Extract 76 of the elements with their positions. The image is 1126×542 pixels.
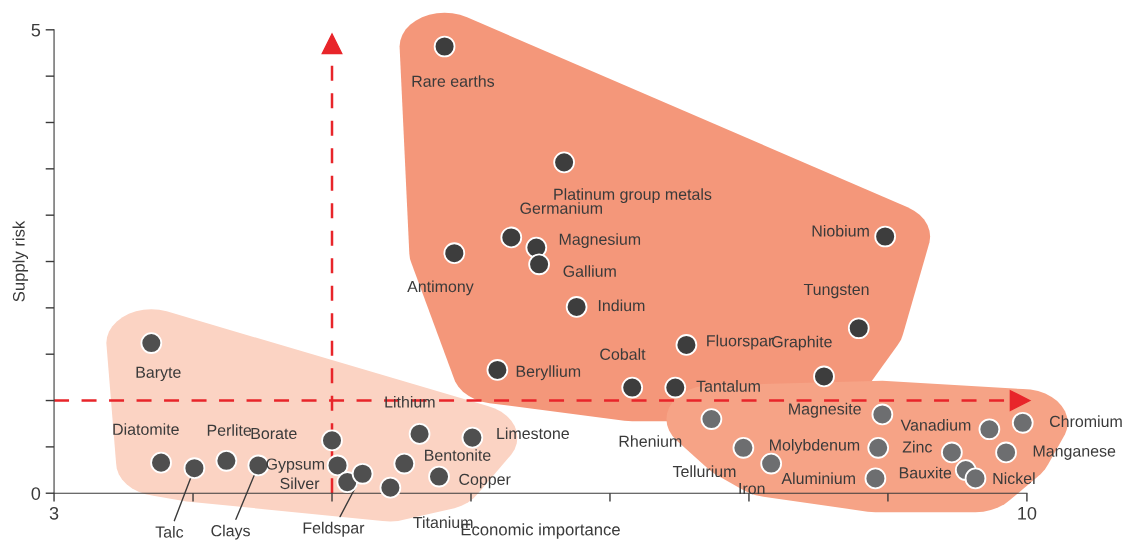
point — [379, 476, 402, 499]
annotation: Bentonite — [425, 449, 491, 461]
annotation: Vanadium — [900, 419, 971, 431]
point — [336, 471, 359, 493]
annotation: Tungsten — [803, 283, 869, 299]
point — [183, 457, 206, 480]
point — [864, 467, 887, 490]
point — [461, 426, 484, 449]
annotation: Graphite — [772, 335, 832, 351]
x-tick-label: 3 — [49, 506, 59, 520]
annotation: Bauxite — [899, 466, 952, 479]
annotation: Gallium — [563, 265, 616, 277]
point — [1011, 411, 1034, 434]
annotation: Silver — [280, 477, 320, 490]
point — [847, 317, 870, 340]
point — [140, 332, 163, 354]
annotation: Rhenium — [619, 435, 682, 447]
annotation: Lithium — [385, 395, 435, 408]
annotation: Niobium — [812, 224, 869, 237]
point — [964, 467, 987, 490]
annotation: Borate — [251, 427, 297, 440]
annotation: Clays — [211, 524, 250, 540]
point — [664, 376, 687, 399]
y-tick-label: 5 — [31, 23, 41, 37]
annotation: Cobalt — [600, 348, 646, 360]
annotation: Molybdenum — [770, 438, 860, 454]
point — [500, 226, 523, 249]
annotation: Feldspar — [303, 521, 365, 537]
annotation: Copper — [459, 473, 511, 489]
point — [326, 454, 349, 477]
point — [813, 365, 835, 388]
y-tick-label: 0 — [31, 487, 41, 500]
point — [867, 436, 890, 459]
annotation: Talc — [155, 526, 184, 538]
annotation: Beryllium — [516, 365, 581, 381]
point — [321, 429, 343, 452]
annotation: Zinc — [902, 440, 932, 453]
point — [565, 296, 588, 318]
point — [700, 408, 723, 430]
point — [553, 151, 575, 174]
point — [393, 452, 416, 475]
point — [433, 35, 456, 58]
annotation: Diatomite — [113, 423, 179, 435]
point — [874, 225, 896, 248]
annotation: Indium — [598, 299, 645, 312]
annotation: Limestone — [497, 427, 569, 440]
annotation: Germanium — [520, 202, 602, 214]
annotation: Gypsum — [266, 458, 325, 473]
point — [428, 465, 450, 488]
point — [528, 253, 550, 276]
point — [150, 451, 172, 474]
point — [408, 423, 431, 445]
point — [760, 452, 783, 475]
annotation: Magnesite — [789, 402, 861, 418]
point — [941, 441, 963, 464]
point — [486, 359, 509, 381]
annotation: Nickel — [993, 472, 1035, 485]
point — [443, 242, 466, 265]
point — [621, 376, 644, 399]
annotation: Fluorspar — [707, 334, 774, 350]
point — [871, 403, 894, 426]
y-axis-title: Supply risk — [12, 220, 29, 302]
annotation: Tantalum — [696, 380, 760, 392]
annotation: Rare earths — [412, 75, 495, 87]
annotation: Aluminium — [781, 472, 855, 485]
x-tick-label: 10 — [1018, 506, 1037, 520]
annotation: Iron — [739, 483, 765, 495]
point — [995, 441, 1017, 464]
point — [351, 462, 374, 485]
annotation: Perlite — [207, 424, 252, 436]
point — [978, 418, 1001, 441]
point — [215, 449, 238, 472]
point — [675, 334, 698, 356]
annotation: Magnesium — [559, 233, 641, 249]
annotation: Baryte — [136, 366, 181, 382]
point — [732, 436, 755, 459]
